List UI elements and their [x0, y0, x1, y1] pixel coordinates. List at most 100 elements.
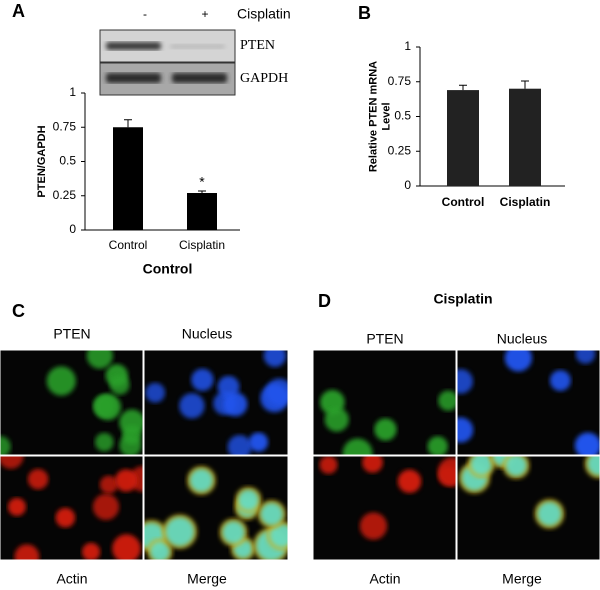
cells — [458, 456, 600, 529]
cell — [217, 375, 240, 398]
cell — [191, 368, 214, 391]
x-axis-label: Control — [143, 261, 193, 277]
cell — [504, 350, 533, 372]
cell — [362, 456, 383, 473]
microscopy-title: Cisplatin — [433, 291, 492, 307]
cell — [222, 521, 245, 544]
cell — [189, 468, 213, 492]
cell — [227, 434, 252, 455]
band — [170, 44, 225, 49]
cell — [437, 457, 456, 487]
cell — [397, 469, 422, 494]
micrograph-border — [312, 455, 457, 561]
cell — [457, 417, 474, 443]
y-axis-label: Level — [380, 102, 392, 130]
cells — [320, 389, 456, 455]
micrograph-border — [0, 349, 144, 456]
cell — [114, 469, 138, 492]
error-bar — [521, 80, 529, 89]
y-tick-label: 0.75 — [53, 119, 77, 133]
x-tick-label: Control — [109, 238, 148, 252]
panel-letter: A — [12, 1, 25, 21]
cell — [119, 409, 143, 436]
cell — [269, 524, 288, 548]
micrograph — [0, 455, 144, 561]
cells — [0, 456, 143, 560]
micrograph-border — [456, 455, 600, 561]
bar — [113, 127, 143, 230]
micrograph — [456, 455, 600, 561]
cell — [7, 497, 26, 516]
micrograph-bg — [313, 456, 456, 560]
y-tick-label: 0.25 — [53, 188, 77, 202]
y-axis-label: PTEN/GAPDH — [36, 125, 48, 197]
cells — [457, 350, 600, 455]
micrograph-border — [0, 455, 144, 561]
panel-letter: B — [358, 3, 371, 23]
cell — [46, 366, 76, 396]
micrograph — [312, 349, 457, 456]
cell — [470, 456, 493, 475]
treatment-label: Cisplatin — [237, 6, 291, 22]
cell — [575, 350, 596, 364]
channel-label: Nucleus — [497, 331, 548, 347]
cell — [179, 393, 205, 419]
lane-label: - — [143, 7, 147, 21]
cell — [374, 418, 397, 441]
bar — [509, 88, 541, 186]
micrograph — [312, 455, 457, 561]
panel-letter: C — [12, 301, 25, 321]
cell — [549, 370, 571, 391]
cells — [144, 465, 288, 560]
channel-label: Actin — [56, 571, 87, 587]
cell — [86, 350, 113, 369]
y-tick-label: 1 — [69, 85, 76, 99]
x-tick-label: Cisplatin — [179, 238, 225, 252]
bar — [187, 193, 217, 230]
cell — [260, 503, 283, 526]
lane-label: + — [201, 7, 208, 21]
cell — [359, 512, 388, 540]
cells — [0, 350, 143, 455]
band — [106, 42, 161, 50]
cell — [94, 432, 114, 452]
cell — [165, 517, 195, 546]
micrograph — [456, 349, 600, 456]
channel-label: Nucleus — [182, 326, 233, 342]
cell — [145, 382, 166, 403]
y-tick-label: 0.5 — [394, 109, 411, 123]
band — [172, 73, 227, 83]
error-bar — [459, 84, 467, 91]
cell — [505, 456, 527, 476]
bar — [447, 90, 479, 186]
cell — [457, 369, 473, 394]
cell — [94, 393, 122, 421]
cell — [0, 456, 24, 469]
cells — [145, 350, 288, 455]
y-axis-label: Relative PTEN mRNA — [367, 61, 379, 172]
significance-marker: * — [199, 174, 205, 190]
cell — [81, 542, 101, 560]
y-tick-label: 0 — [404, 178, 411, 192]
y-tick-label: 0 — [69, 222, 76, 236]
cell — [14, 544, 40, 560]
micrograph — [0, 349, 144, 456]
cell — [574, 432, 600, 455]
y-tick-label: 0.5 — [59, 154, 76, 168]
cell — [99, 475, 118, 494]
cell — [92, 493, 120, 521]
cell — [324, 407, 349, 432]
y-tick-label: 0.25 — [388, 143, 412, 157]
cell — [319, 456, 338, 474]
band-label: GAPDH — [240, 71, 288, 86]
micrograph-bg — [457, 350, 600, 455]
channel-label: Merge — [187, 571, 227, 587]
cell — [55, 507, 76, 528]
cell — [109, 374, 130, 395]
error-bar — [124, 119, 132, 128]
cell — [427, 436, 448, 455]
cell — [587, 456, 600, 476]
micrograph-border — [143, 455, 289, 561]
cell — [537, 501, 562, 526]
